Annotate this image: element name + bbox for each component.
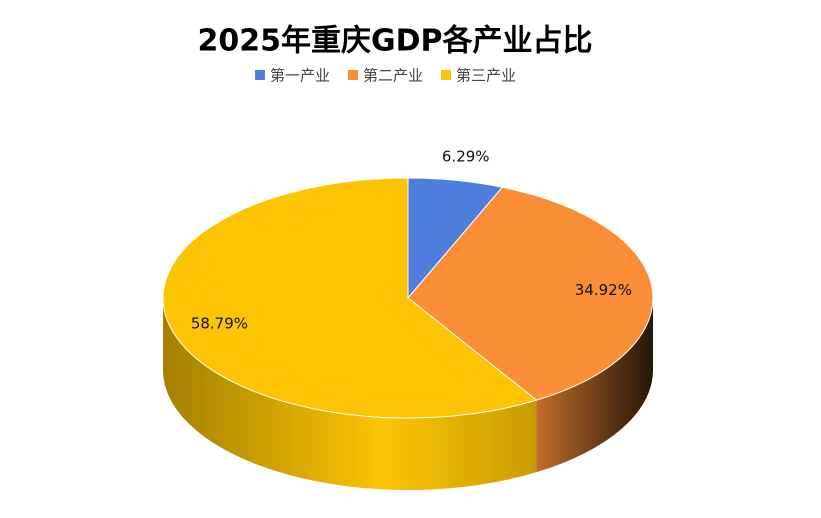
- value-label: 58.79%: [191, 315, 248, 333]
- legend: 第一产业 第二产业 第三产业: [255, 67, 516, 85]
- legend-text: 第一产业: [270, 67, 330, 85]
- legend-swatch: [348, 70, 359, 80]
- side-shade: [536, 298, 653, 473]
- side-shade: [163, 298, 537, 490]
- pie-tops: [162, 177, 654, 419]
- legend-text: 第二产业: [363, 67, 423, 85]
- pie-sides: [163, 298, 653, 490]
- legend-swatch: [441, 70, 452, 80]
- slice: [407, 186, 654, 401]
- chart-title: 2025年重庆GDP各产业占比: [197, 24, 592, 59]
- slice: [162, 177, 538, 419]
- legend-text: 第三产业: [456, 67, 516, 85]
- legend-swatch: [255, 70, 265, 80]
- value-label: 34.92%: [575, 281, 632, 299]
- value-label: 6.29%: [442, 147, 490, 165]
- value-labels: 6.29% 34.92% 58.79%: [191, 147, 632, 332]
